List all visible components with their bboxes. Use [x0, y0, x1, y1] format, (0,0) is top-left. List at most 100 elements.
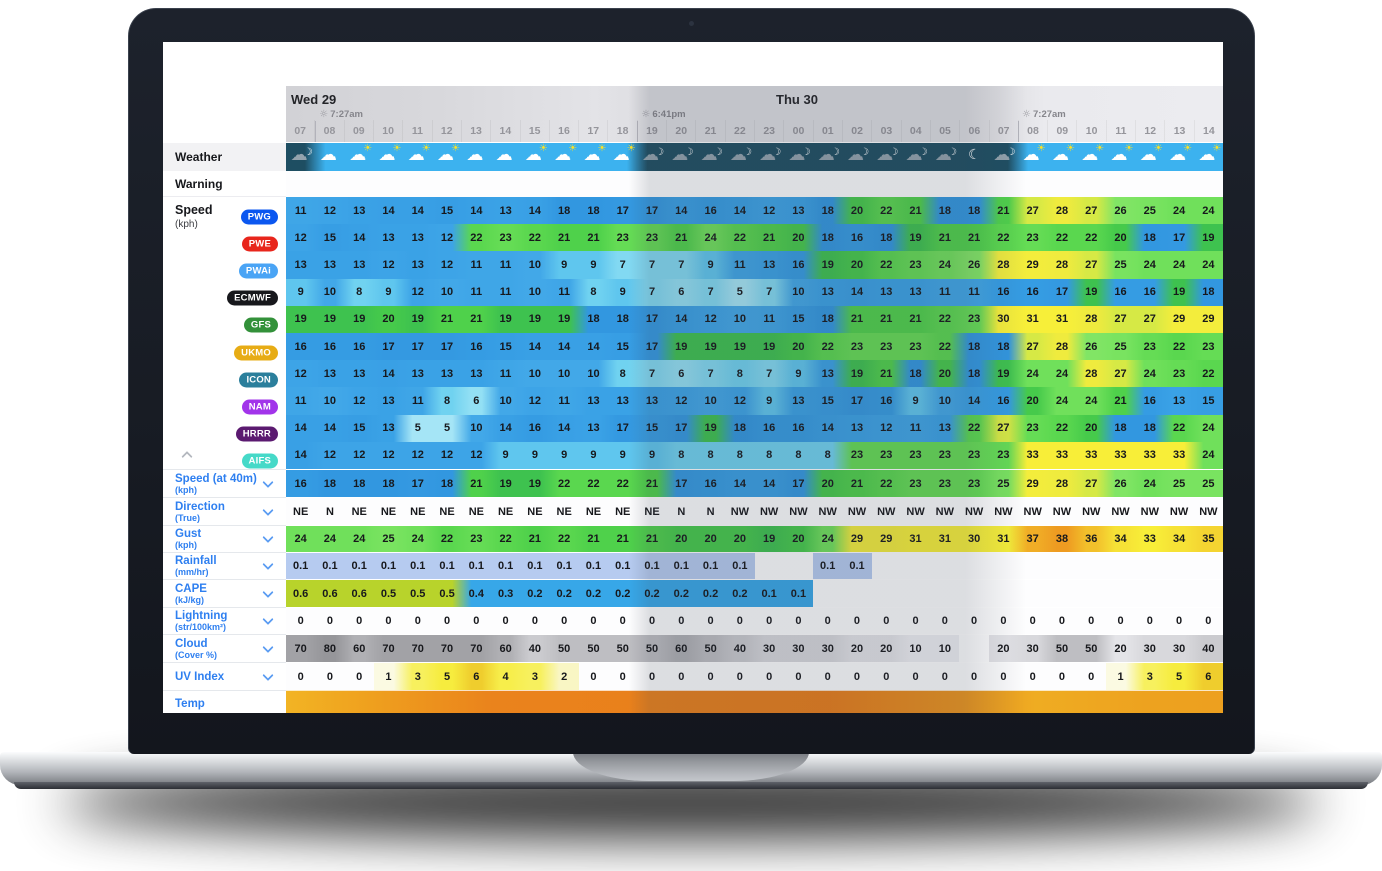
- collapse-speed-chevron-icon[interactable]: [181, 450, 193, 463]
- speed-value-cell: 14: [315, 414, 345, 442]
- cape-value-cell: [1164, 580, 1193, 607]
- lightning-value-cell: 0: [326, 615, 333, 627]
- model-badge-icon[interactable]: ICON: [239, 372, 278, 388]
- speed-value-cell: 11: [754, 305, 784, 333]
- model-badge-hrrr[interactable]: HRRR: [235, 426, 278, 442]
- sidebar-item-direction[interactable]: Direction (True): [163, 497, 286, 525]
- speed-value-cell: 23: [1018, 414, 1048, 442]
- cape-value-cell: [1077, 580, 1106, 607]
- sidebar-item-cape[interactable]: CAPE (kJ/kg): [163, 579, 286, 607]
- model-badge-pwai[interactable]: PWAi: [238, 263, 278, 279]
- speed-value-cell: 19: [344, 305, 374, 333]
- cape-value-cell: [989, 580, 1018, 607]
- cloud-icon: ☁: [319, 145, 337, 165]
- model-badge-pwe[interactable]: PWE: [241, 236, 278, 252]
- speed40-value-cell: 25: [1193, 470, 1223, 497]
- speed40-value-cell: 17: [666, 470, 696, 497]
- model-badge-pwg[interactable]: PWG: [240, 209, 278, 225]
- temp-value-cell: [550, 691, 579, 713]
- lightning-value-cell: 0: [736, 615, 743, 627]
- model-badge-aifs[interactable]: AIFS: [241, 453, 278, 469]
- speed-value-cell: 21: [578, 224, 609, 252]
- speed-value-cell: 8: [725, 441, 755, 469]
- speed-value-cell: 10: [432, 278, 462, 306]
- weather-cell: ☽ ☁: [871, 143, 901, 171]
- cloud-sun-icon: ☀ ☁: [524, 143, 548, 165]
- uv-value-cell: 0: [297, 670, 304, 683]
- sidebar-item-uv[interactable]: UV Index: [163, 662, 286, 690]
- speed-value-cell: 14: [520, 197, 550, 225]
- uv-value-cell: 3: [520, 663, 550, 690]
- cloud-value-cell: 30: [813, 635, 843, 662]
- speed-value-cell: 14: [286, 441, 316, 469]
- speed-value-cell: 27: [1018, 333, 1048, 361]
- rainfall-value-cell: 0.1: [637, 553, 667, 579]
- model-badge-gfs[interactable]: GFS: [243, 317, 278, 333]
- speed-value-cell: 22: [988, 224, 1019, 252]
- speed-value-cell: 12: [373, 251, 404, 279]
- speed40-value-cell: 14: [754, 470, 784, 497]
- speed-value-cell: 19: [1164, 278, 1194, 306]
- temp-value-cell: [1135, 691, 1164, 713]
- model-badge-nam[interactable]: NAM: [241, 399, 278, 415]
- cloud-row: 70 80 60 70 70 70 70 60 40 50 50 50 50 60 50 40 30 30 30 20…: [286, 634, 1223, 662]
- gust-value-cell: 21: [608, 526, 638, 552]
- clipped-temp-digits: [1177, 712, 1182, 713]
- sidebar-item-lightning[interactable]: Lightning (str/100km²): [163, 607, 286, 634]
- expand-lightning-chevron-icon[interactable]: [262, 613, 274, 626]
- expand-gust-chevron-icon[interactable]: [262, 531, 274, 544]
- speed-value-cell: 8: [783, 441, 814, 469]
- speed-value-cell: 24: [1135, 251, 1165, 279]
- rainfall-value-cell: 0.1: [344, 553, 374, 579]
- sidebar-item-rainfall[interactable]: Rainfall (mm/hr): [163, 552, 286, 579]
- speed-value-cell: 17: [608, 414, 638, 442]
- expand-rainfall-chevron-icon[interactable]: [262, 558, 274, 571]
- speed-value-cell: 12: [754, 197, 784, 225]
- temp-value-cell: [930, 691, 959, 713]
- weather-cell: ☀ ☁: [1193, 143, 1223, 171]
- uv-value-cell: 4: [490, 663, 521, 690]
- cloud-moon-icon: ☽ ☁: [759, 145, 782, 165]
- sidebar-item-temp[interactable]: Temp: [163, 690, 286, 713]
- gust-value-cell: 20: [695, 526, 726, 552]
- speed-value-cell: 15: [432, 197, 462, 225]
- cloud-sun-icon: ☀ ☁: [1110, 143, 1134, 165]
- speed-value-cell: 13: [900, 278, 931, 306]
- section-unit: (Cover %): [175, 649, 218, 660]
- model-badge-ukmo[interactable]: UKMO: [234, 345, 278, 361]
- rainfall-value-cell: 0.1: [490, 553, 521, 579]
- speed-value-cell: 20: [783, 224, 814, 252]
- sidebar-item-cloud[interactable]: Cloud (Cover %): [163, 634, 286, 662]
- hour-label: 10: [1076, 120, 1105, 142]
- gust-value-cell: 33: [1135, 526, 1165, 552]
- weather-cell: ☀ ☁: [608, 143, 638, 171]
- model-badge-ecmwf[interactable]: ECMWF: [227, 290, 278, 306]
- speed-value-cell: 7: [695, 278, 726, 306]
- uv-value-cell: 6: [1193, 663, 1223, 690]
- sidebar-item-speed40[interactable]: Speed (at 40m) (kph): [163, 469, 286, 497]
- hour-label: 10: [372, 120, 402, 142]
- cloud-value-cell: 20: [842, 635, 872, 662]
- cloud-moon-icon: ☽ ☁: [905, 145, 928, 165]
- expand-cape-chevron-icon[interactable]: [262, 586, 274, 598]
- sidebar-item-gust[interactable]: Gust (kph): [163, 525, 286, 552]
- direction-value-cell: NE: [380, 505, 397, 518]
- hour-label: 01: [812, 120, 842, 142]
- speed-value-cell: 26: [959, 251, 989, 279]
- direction-value-cell: NE: [527, 505, 543, 518]
- weather-cell: ☽ ☁: [637, 143, 667, 171]
- expand-cloud-chevron-icon[interactable]: [262, 641, 274, 653]
- direction-value-cell: NE: [410, 505, 426, 518]
- temp-value-cell: [315, 691, 344, 713]
- speed-value-cell: 17: [403, 333, 433, 361]
- expand-speed40-chevron-icon[interactable]: [262, 476, 274, 488]
- cloud-sun-icon: ☀ ☁: [407, 143, 431, 165]
- expand-uv-chevron-icon[interactable]: [262, 669, 274, 681]
- expand-direction-chevron-icon[interactable]: [262, 504, 274, 516]
- speed-value-cell: 22: [1047, 414, 1077, 442]
- speed-value-cell: 27: [1105, 360, 1136, 388]
- cape-value-cell: [1018, 580, 1047, 607]
- speed-value-cell: 23: [930, 441, 960, 469]
- speed-value-cell: 13: [432, 360, 462, 388]
- speed-value-cell: 16: [1018, 278, 1048, 306]
